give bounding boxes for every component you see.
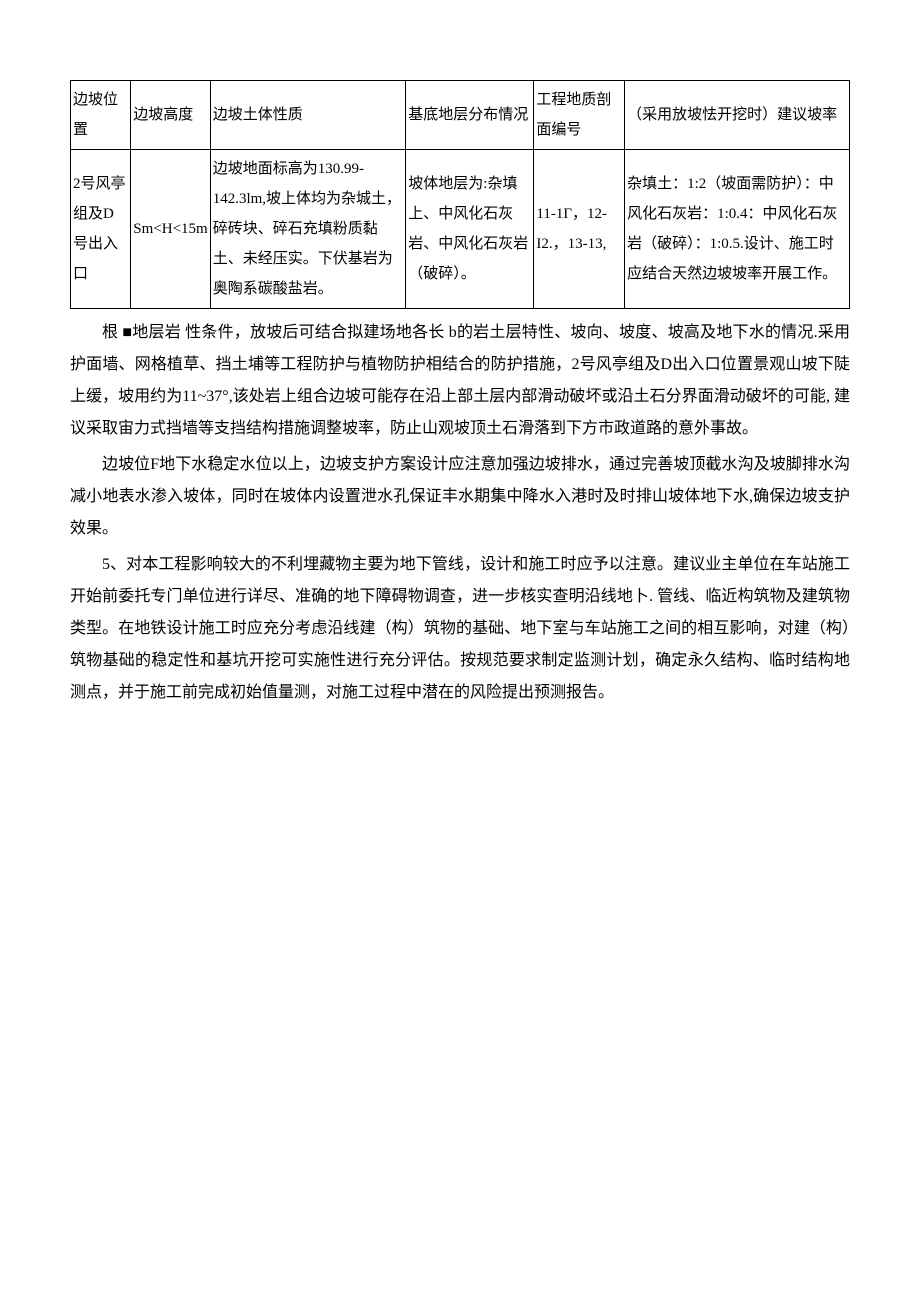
cell-profile-number: 11-1Γ，12-I2.，13-13,: [534, 150, 625, 309]
table-header-row: 边坡位置 边坡高度 边坡土体性质 基底地层分布情况 工程地质剖面编号 （采用放坡…: [71, 81, 850, 150]
paragraph-3: 5、对本工程影响较大的不利埋藏物主要为地下管线，设计和施工时应予以注意。建议业主…: [70, 549, 850, 709]
header-col5: 工程地质剖面编号: [534, 81, 625, 150]
cell-stratum: 坡体地层为:杂填上、中风化石灰岩、中风化石灰岩（破碎）。: [406, 150, 534, 309]
cell-height: Sm<H<15m: [131, 150, 210, 309]
header-col3: 边坡土体性质: [210, 81, 406, 150]
slope-parameters-table: 边坡位置 边坡高度 边坡土体性质 基底地层分布情况 工程地质剖面编号 （采用放坡…: [70, 80, 850, 309]
table-data-row: 2号风亭组及D号出入口 Sm<H<15m 边坡地面标高为130.99-142.3…: [71, 150, 850, 309]
header-col1: 边坡位置: [71, 81, 131, 150]
p1-mid: 性条件，放坡后可结合拟建场地各⻓: [185, 324, 444, 341]
paragraph-2: 边坡位F地下水稳定水位以上，边坡支护方案设计应注意加强边坡排水，通过完善坡顶截水…: [70, 449, 850, 545]
p1-prefix: 根 ■地层岩: [102, 324, 181, 341]
cell-soil-property: 边坡地面标高为130.99-142.3lm,坡上体均为杂城土，碎砖块、碎石充填粉…: [210, 150, 406, 309]
cell-position: 2号风亭组及D号出入口: [71, 150, 131, 309]
header-col6: （采用放坡怯开挖时）建议坡率: [625, 81, 850, 150]
header-col2: 边坡高度: [131, 81, 210, 150]
cell-slope-ratio: 杂填土：1:2（坡面需防护）：中风化石灰岩：1:0.4：中风化石灰岩（破碎）：1…: [625, 150, 850, 309]
paragraph-1: 根 ■地层岩 性条件，放坡后可结合拟建场地各⻓ b的岩土层特性、坡向、坡度、坡高…: [70, 317, 850, 445]
header-col4: 基底地层分布情况: [406, 81, 534, 150]
